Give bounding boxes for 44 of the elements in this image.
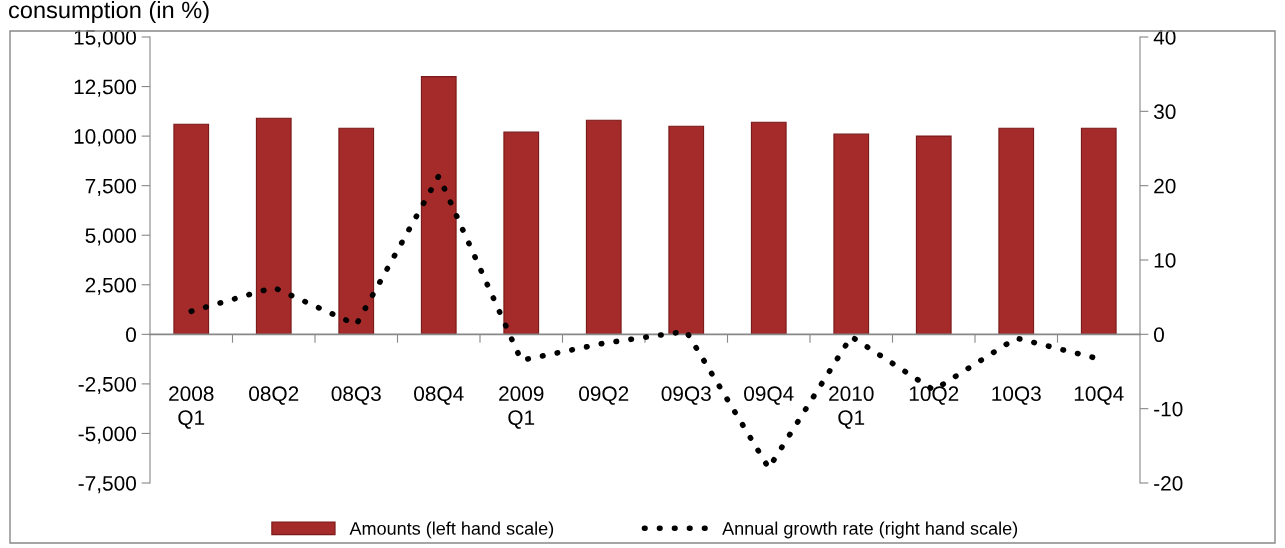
x-tick-label: 2009 Q1	[499, 386, 544, 429]
y2-tick-label: -20	[1154, 476, 1183, 491]
y-tick-label: -7,500	[78, 476, 136, 494]
bar	[173, 123, 210, 335]
x-tick-label: 2010 Q1	[829, 386, 874, 429]
y2-tick-label: -10	[1154, 401, 1183, 417]
x-tick-label: 10Q2	[909, 386, 959, 405]
chart-title: consumption (in %)	[9, 1, 209, 24]
y-tick-label: 12,500	[74, 79, 136, 97]
y-tick-label: 10,000	[74, 129, 136, 147]
legend-label: Annual growth rate (right hand scale)	[722, 521, 1018, 539]
bar	[1080, 127, 1117, 335]
y-tick-label: -2,500	[78, 376, 136, 395]
y2-tick-label: 0	[1154, 327, 1164, 343]
bar	[833, 133, 870, 335]
bar	[255, 117, 292, 335]
x-tick-label: 10Q3	[992, 386, 1041, 405]
y-tick-label: 5,000	[85, 228, 136, 246]
y2-tick-label: 40	[1153, 30, 1176, 45]
bar	[503, 131, 540, 335]
x-tick-label: 09Q3	[661, 386, 711, 405]
y-tick-label: 2,500	[85, 277, 136, 295]
bar	[998, 127, 1035, 335]
y2-tick-label: 30	[1153, 104, 1176, 120]
bar	[915, 135, 952, 335]
x-tick-label: 08Q2	[249, 386, 299, 405]
x-tick-label: 08Q4	[414, 386, 464, 405]
bar	[420, 76, 457, 335]
y-tick-label: 15,000	[74, 30, 136, 48]
x-tick-label: 2008 Q1	[169, 386, 214, 429]
bar	[585, 119, 622, 335]
y-tick-label: -5,000	[78, 426, 136, 444]
x-tick-label: 10Q4	[1074, 386, 1124, 405]
legend-label: Amounts (left hand scale)	[349, 521, 554, 539]
bar	[750, 121, 787, 335]
bar	[338, 127, 375, 335]
x-tick-label: 09Q4	[744, 386, 794, 405]
x-tick-label: 08Q3	[331, 386, 381, 405]
y2-tick-label: 10	[1154, 253, 1176, 268]
y-tick-label: 7,500	[85, 178, 136, 196]
y-tick-label: 0	[126, 327, 136, 343]
x-tick-label: 09Q2	[579, 386, 629, 405]
y2-tick-label: 20	[1154, 178, 1176, 194]
bar	[668, 125, 705, 335]
